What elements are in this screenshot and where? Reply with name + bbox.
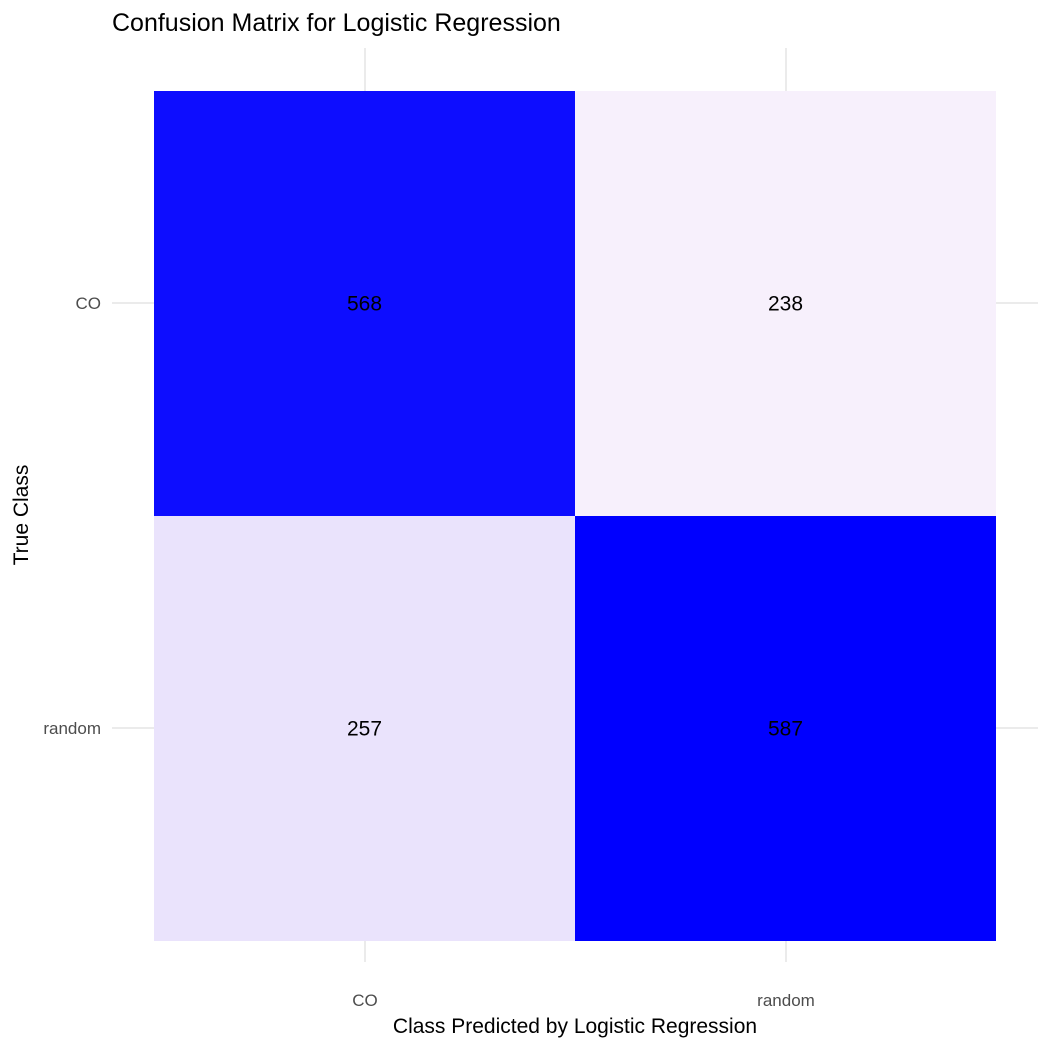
chart-title: Confusion Matrix for Logistic Regression xyxy=(112,9,561,37)
heatmap-tile-random-co xyxy=(154,516,575,941)
cell-value-co-random: 238 xyxy=(768,293,803,316)
y-tick-label-random: random xyxy=(43,719,101,738)
x-tick-label-random: random xyxy=(757,991,815,1010)
cell-value-random-co: 257 xyxy=(347,718,382,741)
x-axis-title: Class Predicted by Logistic Regression xyxy=(393,1015,757,1038)
y-axis-title: True Class xyxy=(10,465,33,566)
x-tick-label-co: CO xyxy=(352,991,378,1010)
heatmap-cell-labels: 568 238 257 587 xyxy=(347,293,803,741)
cell-value-random-random: 587 xyxy=(768,718,803,741)
heatmap-tile-random-random xyxy=(575,516,996,941)
y-tick-label-co: CO xyxy=(76,294,102,313)
heatmap-tiles xyxy=(154,91,996,941)
heatmap-tile-co-random xyxy=(575,91,996,516)
heatmap-tile-co-co xyxy=(154,91,575,516)
cell-value-co-co: 568 xyxy=(347,293,382,316)
